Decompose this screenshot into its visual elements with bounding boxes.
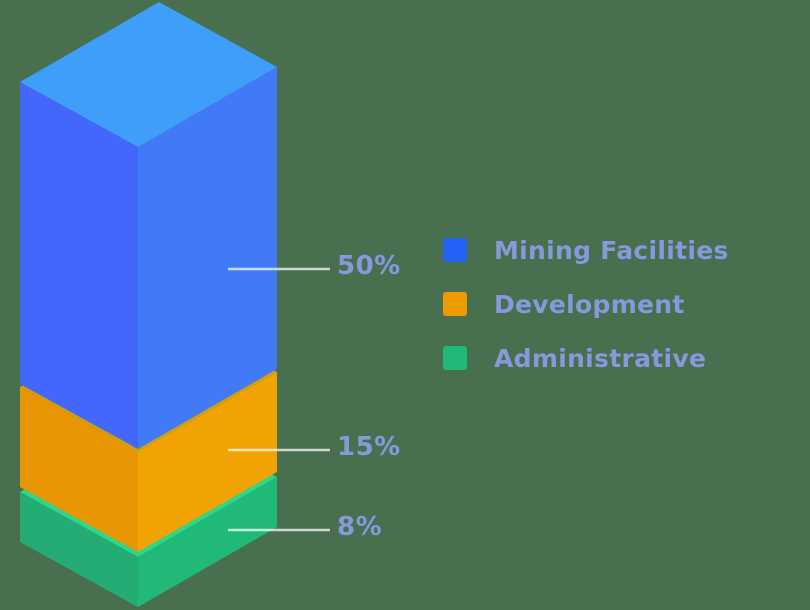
legend: Mining Facilities Development Administra… — [443, 235, 729, 400]
segment-administrative-left-face — [20, 492, 138, 607]
legend-swatch-development — [443, 292, 467, 316]
legend-swatch-mining-facilities — [443, 238, 467, 262]
legend-swatch-administrative — [443, 346, 467, 370]
value-label-development: 15% — [337, 432, 401, 462]
segment-development-right-face — [138, 372, 277, 552]
segment-development-left-face — [20, 387, 138, 552]
legend-label: Development — [494, 289, 685, 319]
value-label-mining-facilities: 50% — [337, 251, 401, 281]
legend-label: Mining Facilities — [494, 235, 729, 265]
legend-item-mining-facilities: Mining Facilities — [443, 235, 729, 265]
legend-item-administrative: Administrative — [443, 343, 729, 373]
segment-administrative-right-face — [138, 477, 277, 607]
segment-mining-facilities-top-face — [20, 2, 277, 147]
segment-mining-facilities-left-face — [20, 82, 138, 449]
segment-mining-facilities-right-face — [138, 67, 277, 449]
legend-label: Administrative — [494, 343, 707, 373]
value-label-administrative: 8% — [337, 512, 383, 542]
legend-item-development: Development — [443, 289, 729, 319]
